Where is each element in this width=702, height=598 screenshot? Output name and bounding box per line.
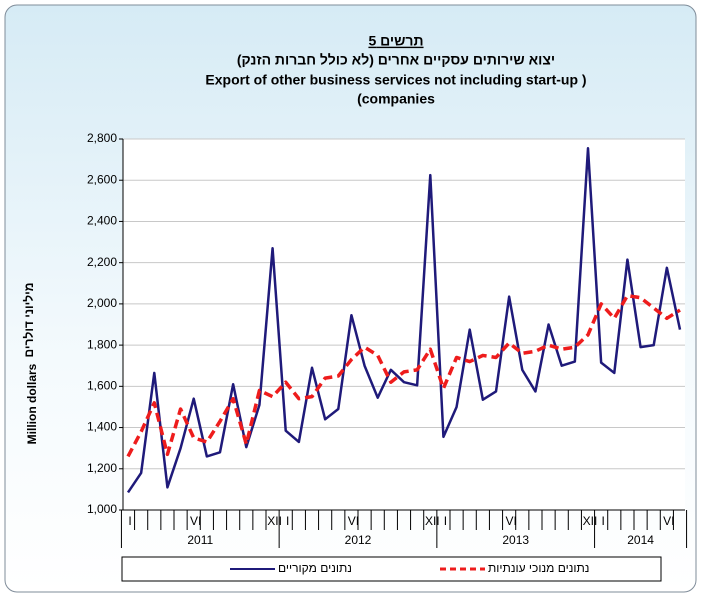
series-line [126,147,682,494]
x-tick-label: VI [663,514,674,528]
x-tick-label: VI [190,514,201,528]
x-tick-label: I [444,514,447,528]
y-axis-label: מיליוני דולרים [22,283,36,358]
y-tick-label: 2,800 [87,131,117,145]
year-label: 2012 [345,533,372,547]
y-tick-label: 1,800 [87,337,117,351]
x-tick-label: I [286,514,289,528]
legend-label: נתונים מקוריים [278,561,352,575]
x-tick-label: I [128,514,131,528]
subtitle: יצוא שירותים עסקיים אחרים (לא כולל חברות… [237,52,555,68]
subtitle: (companies [357,91,435,107]
x-tick-label: VI [348,514,359,528]
year-label: 2013 [502,533,529,547]
x-tick-label: XII [583,514,598,528]
year-label: 2014 [627,533,654,547]
y-tick-label: 2,600 [87,172,117,186]
chart-title: תרשים 5 [368,33,423,49]
y-tick-label: 1,000 [87,502,117,516]
y-axis-label: Million dollars [25,363,39,444]
series-line [126,293,681,458]
subtitle: Export of other business services not in… [205,72,586,88]
y-tick-label: 1,600 [87,379,117,393]
y-tick-label: 2,400 [87,214,117,228]
year-label: 2011 [187,533,213,547]
x-tick-label: XII [267,514,282,528]
legend [121,556,662,582]
x-tick-label: XII [425,514,440,528]
y-tick-label: 2,200 [87,255,117,269]
x-tick-label: I [601,514,604,528]
y-tick-label: 2,000 [87,296,117,310]
y-tick-label: 1,200 [87,461,117,475]
legend-label: נתונים מנוכי עונתיות [488,561,589,575]
x-tick-label: VI [505,514,516,528]
y-tick-label: 1,400 [87,420,117,434]
